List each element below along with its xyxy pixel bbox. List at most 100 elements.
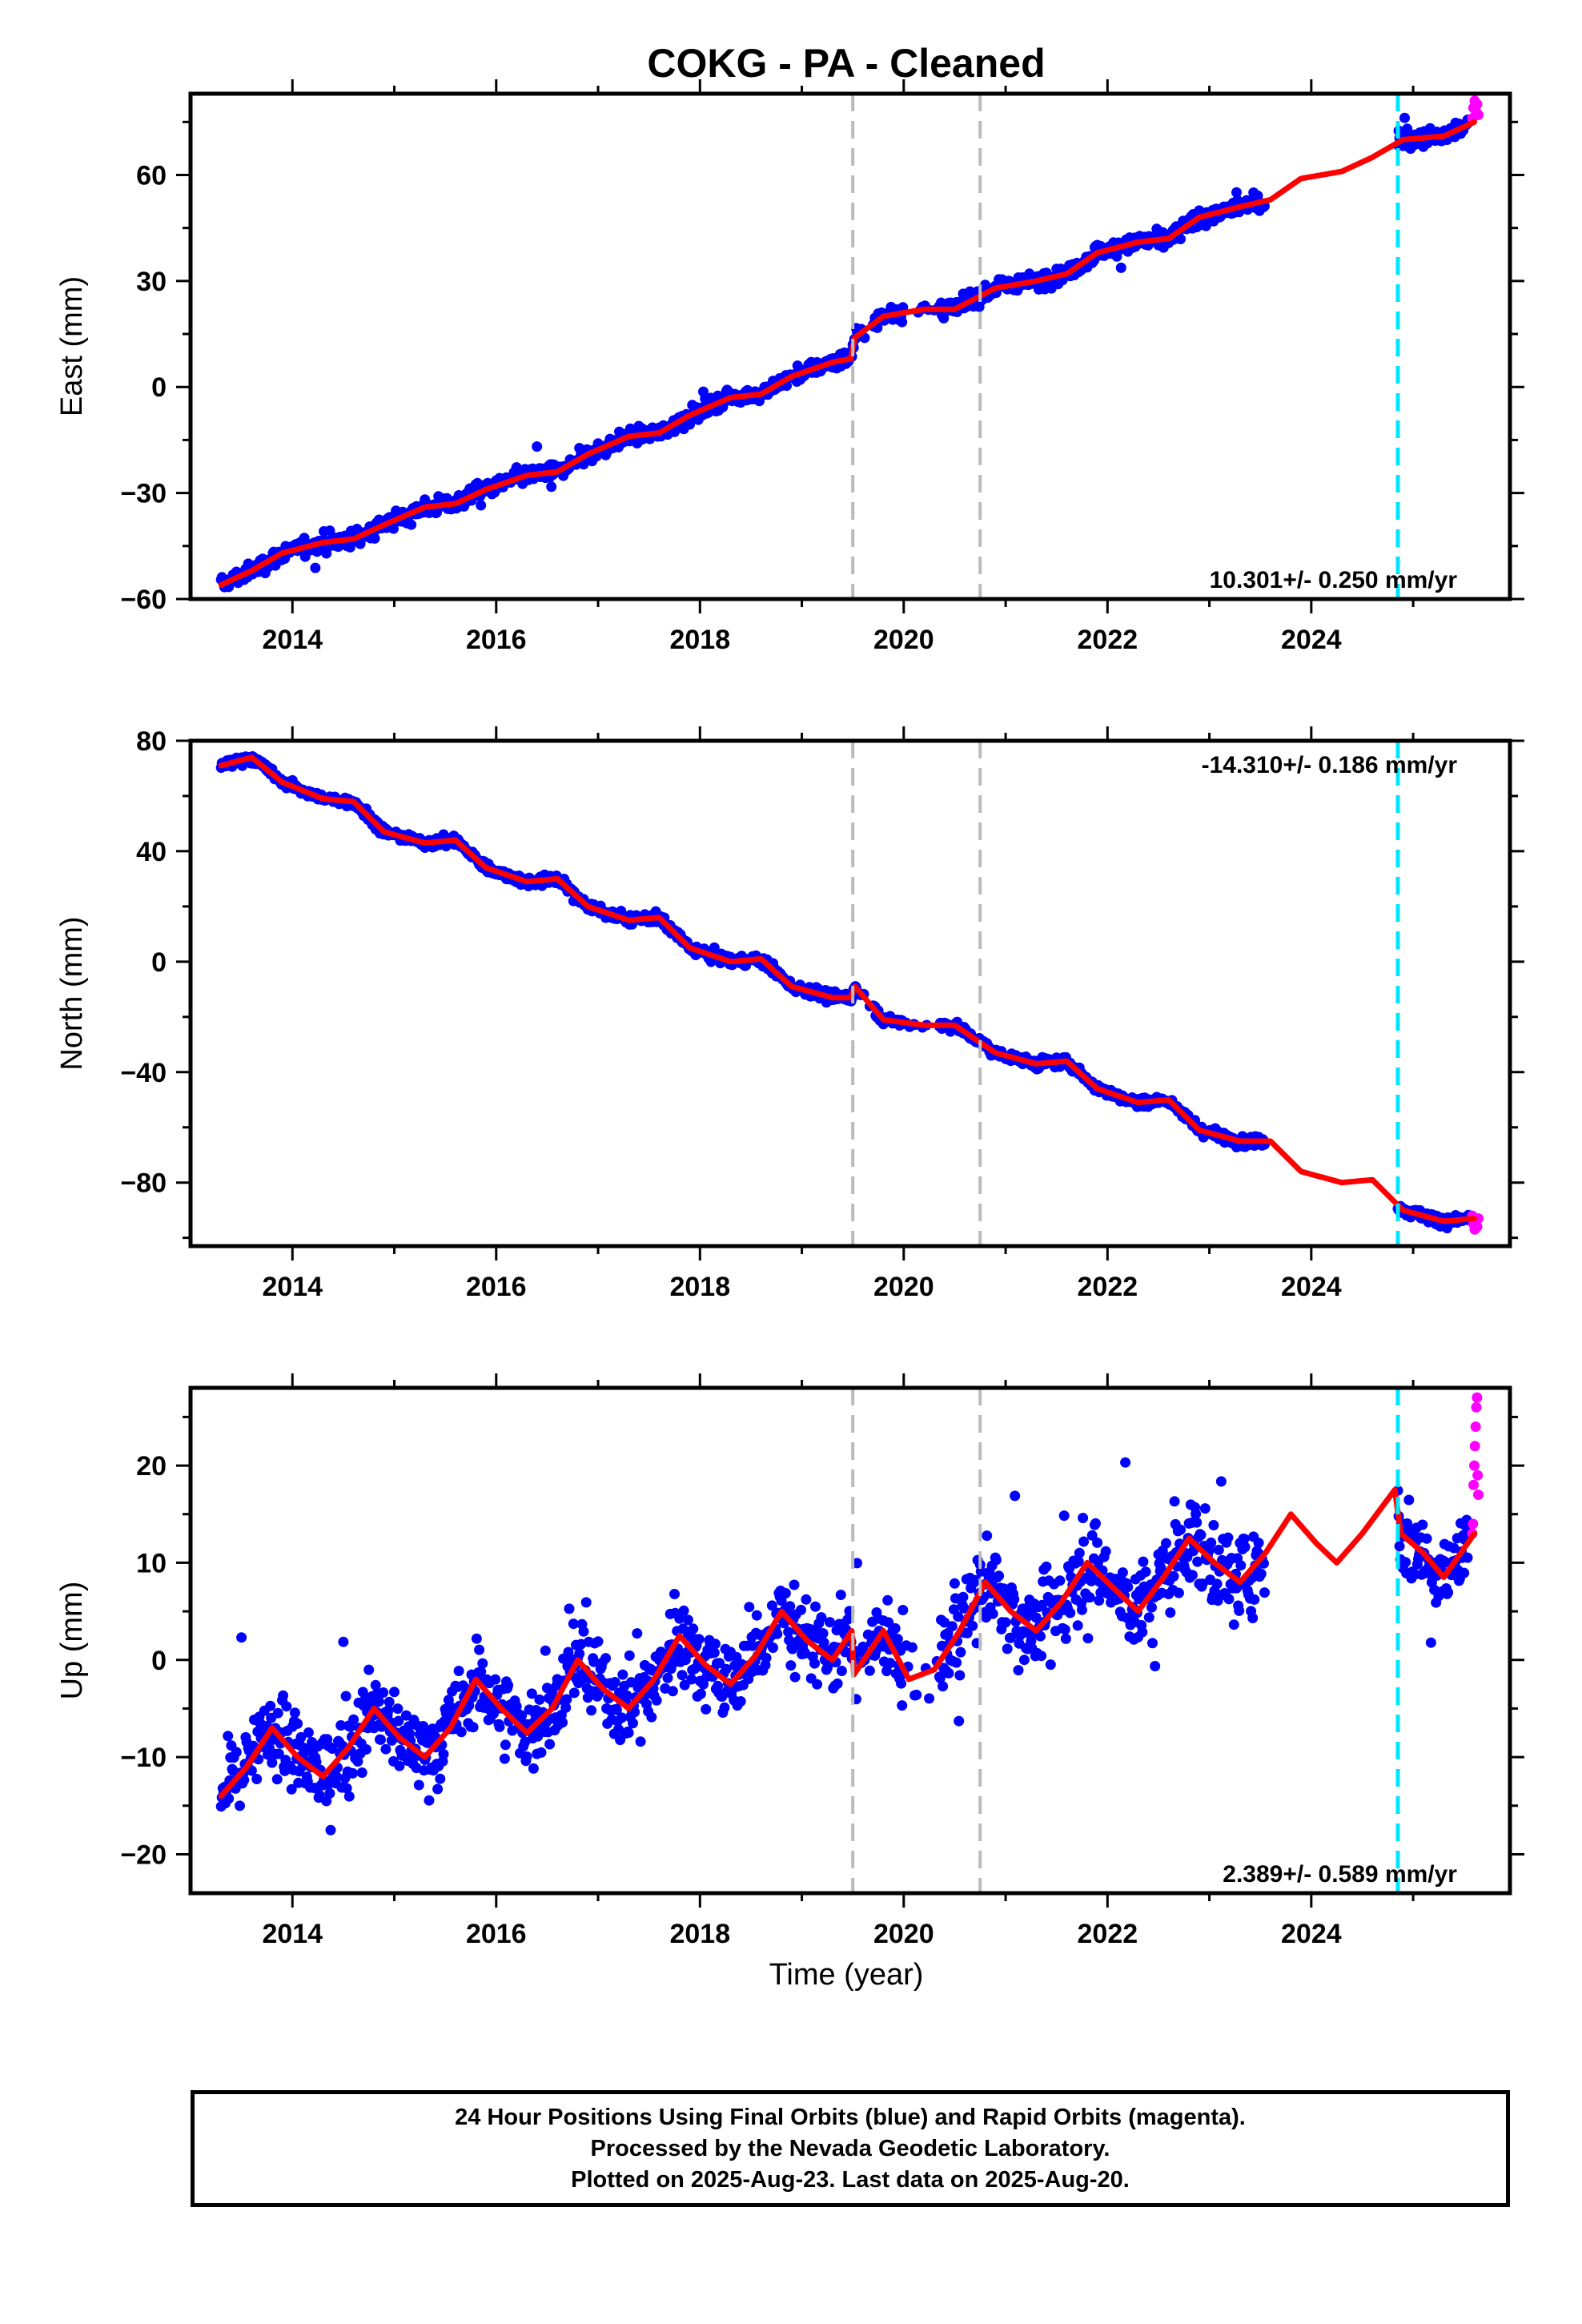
up-final-point (943, 1667, 954, 1679)
up-x-tick-label: 2014 (262, 1919, 323, 1949)
up-final-point (835, 1590, 846, 1600)
up-final-point (340, 1691, 351, 1702)
east-final-point (388, 523, 399, 534)
up-rapid-point (1469, 1460, 1480, 1471)
up-final-point (370, 1679, 381, 1691)
up-final-point (967, 1620, 978, 1631)
up-final-point (1041, 1561, 1052, 1572)
east-x-tick-label: 2014 (262, 625, 323, 655)
east-rate-label: 10.301+/- 0.250 mm/yr (1210, 567, 1458, 593)
up-rapid-point (1472, 1392, 1483, 1403)
up-final-point (906, 1642, 917, 1653)
east-final-point (532, 441, 543, 452)
up-final-point (383, 1705, 394, 1716)
up-final-point (1425, 1637, 1436, 1648)
up-final-point (383, 1696, 395, 1707)
north-rapid-point (1472, 1221, 1483, 1232)
up-rapid-point (1471, 1401, 1482, 1413)
north-x-tick-label: 2016 (466, 1272, 527, 1302)
up-final-point (1137, 1626, 1148, 1638)
north-x-tick-label: 2022 (1078, 1272, 1138, 1302)
up-frame (188, 1385, 1512, 1896)
up-final-point (1010, 1490, 1021, 1502)
up-final-point (987, 1608, 998, 1619)
up-final-point (1235, 1560, 1247, 1571)
east-final-point (1231, 187, 1242, 198)
up-final-point (1000, 1617, 1011, 1628)
up-final-point (1192, 1556, 1203, 1567)
up-final-point (701, 1703, 712, 1715)
up-final-point (896, 1678, 907, 1689)
up-final-point (1005, 1632, 1016, 1643)
up-final-point (911, 1689, 922, 1700)
up-final-point (1013, 1665, 1024, 1676)
up-final-point (789, 1579, 800, 1590)
north-y-tick-label: −40 (120, 1058, 167, 1088)
up-final-point (1206, 1537, 1217, 1548)
up-final-point (1120, 1457, 1131, 1468)
up-final-point (818, 1637, 829, 1648)
north-final-points (215, 751, 1474, 1234)
up-rapid-point (1472, 1470, 1484, 1481)
up-final-point (962, 1627, 973, 1638)
north-y-tick-label: 0 (151, 947, 167, 978)
up-final-point (1092, 1537, 1103, 1548)
up-final-point (1211, 1578, 1223, 1590)
east-final-point (1399, 112, 1410, 123)
up-y-tick-label: 0 (151, 1646, 167, 1676)
up-final-point (1082, 1633, 1094, 1644)
up-final-point (1247, 1613, 1259, 1623)
chart-title: COKG - PA - Cleaned (647, 41, 1045, 86)
up-final-point (857, 1641, 869, 1652)
up-final-point (286, 1783, 297, 1795)
up-final-point (295, 1731, 307, 1743)
up-final-point (236, 1632, 247, 1643)
east-final-point (546, 481, 557, 493)
up-y-tick-label: 10 (136, 1548, 167, 1578)
up-final-point (789, 1671, 801, 1683)
up-final-point (578, 1626, 589, 1637)
up-final-point (348, 1714, 359, 1725)
east-final-point (310, 562, 321, 573)
up-final-point (768, 1642, 778, 1653)
up-final-point (632, 1628, 643, 1639)
up-final-point (1213, 1544, 1224, 1555)
up-final-point (1143, 1612, 1154, 1623)
north-model-line (218, 754, 1477, 1224)
up-final-point (239, 1775, 250, 1786)
up-final-point (621, 1690, 632, 1701)
up-final-point (338, 1636, 349, 1647)
up-final-point (1161, 1538, 1171, 1549)
footer-line-processor: Processed by the Nevada Geodetic Laborat… (590, 2135, 1110, 2161)
up-final-point (949, 1578, 960, 1589)
up-final-point (311, 1756, 322, 1767)
up-final-point (881, 1666, 893, 1677)
up-final-point (289, 1707, 300, 1719)
up-final-point (1086, 1530, 1098, 1541)
up-final-point (616, 1712, 628, 1723)
up-final-point (267, 1757, 278, 1768)
up-final-point (1073, 1556, 1084, 1567)
up-final-point (946, 1621, 958, 1632)
up-final-point (628, 1718, 638, 1729)
up-final-point (540, 1645, 551, 1656)
up-final-point (1215, 1476, 1227, 1487)
footer-line-dates: Plotted on 2025-Aug-23. Last data on 202… (571, 2166, 1130, 2193)
up-final-point (393, 1715, 404, 1727)
up-final-point (471, 1633, 482, 1644)
up-final-point (592, 1636, 604, 1647)
up-final-point (1417, 1519, 1428, 1530)
up-final-point (1100, 1546, 1111, 1557)
up-final-point (536, 1747, 547, 1758)
up-final-point (231, 1747, 242, 1758)
north-frame (188, 738, 1512, 1248)
up-final-point (635, 1736, 646, 1747)
up-final-point (292, 1718, 303, 1729)
east-y-tick-label: 30 (136, 267, 167, 297)
up-final-point (335, 1720, 347, 1731)
up-final-point (714, 1658, 725, 1669)
up-final-point (709, 1638, 721, 1650)
footer-box: 24 Hour Positions Using Final Orbits (bl… (191, 2090, 1510, 2207)
east-final-point (1115, 262, 1126, 273)
